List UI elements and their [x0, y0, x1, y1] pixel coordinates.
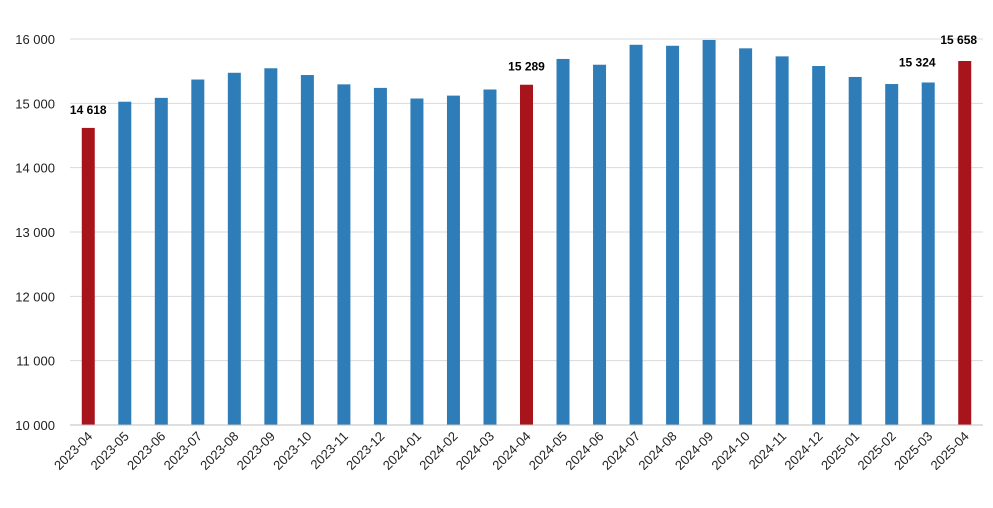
- x-tick-label: 2024-04: [489, 429, 533, 473]
- data-label-2023-04: 14 618: [70, 103, 107, 117]
- y-tick-label: 14 000: [15, 161, 55, 176]
- x-tick-label: 2024-09: [672, 429, 716, 473]
- bar-2023-07: [191, 79, 205, 425]
- bar-2024-11: [775, 56, 789, 426]
- y-tick-label: 15 000: [15, 96, 55, 111]
- x-tick-label: 2023-12: [343, 429, 387, 473]
- bars: [81, 39, 972, 426]
- bar-2025-04: [958, 61, 972, 425]
- x-tick-label: 2025-01: [818, 429, 862, 473]
- bar-2024-03: [483, 89, 497, 426]
- bar-2024-06: [593, 64, 607, 425]
- y-tick-label: 11 000: [16, 354, 55, 369]
- bar-2025-01: [848, 76, 862, 425]
- bar-2024-08: [666, 45, 680, 425]
- y-tick-label: 13 000: [15, 225, 55, 240]
- x-tick-label: 2024-01: [380, 429, 424, 473]
- bar-2023-08: [227, 72, 241, 426]
- x-tick-label: 2025-03: [891, 429, 935, 473]
- x-tick-label: 2024-02: [416, 429, 460, 473]
- y-axis-ticks: 10 000 11 000 12 000 13 000 14 000 15 000 16 0…: [15, 32, 55, 433]
- bar-2024-12: [812, 66, 826, 426]
- x-tick-label: 2023-04: [51, 429, 95, 473]
- x-tick-label: 2024-10: [708, 429, 752, 473]
- x-tick-label: 2024-07: [599, 429, 643, 473]
- x-tick-label: 2025-02: [854, 429, 898, 473]
- bar-2025-02: [885, 84, 899, 426]
- bar-2023-04: [81, 127, 95, 426]
- x-tick-label: 2024-11: [746, 429, 790, 473]
- data-labels: 14 618 15 289 15 324 15 658: [70, 33, 978, 117]
- x-tick-label: 2023-05: [88, 429, 132, 473]
- x-tick-label: 2025-04: [928, 429, 972, 473]
- x-tick-label: 2023-10: [270, 429, 314, 473]
- x-tick-label: 2023-07: [161, 429, 205, 473]
- bar-2024-05: [556, 58, 570, 426]
- bar-2024-10: [739, 48, 753, 425]
- data-label-2025-04: 15 658: [940, 33, 977, 47]
- x-tick-label: 2024-08: [635, 429, 679, 473]
- y-tick-label: 16 000: [15, 32, 55, 47]
- bar-2023-06: [154, 97, 168, 426]
- bar-2023-12: [373, 87, 387, 425]
- bar-2023-11: [337, 84, 351, 425]
- y-tick-label: 12 000: [15, 289, 55, 304]
- bar-2024-07: [629, 44, 643, 425]
- x-tick-label: 2023-09: [234, 429, 278, 473]
- x-tick-label: 2024-03: [453, 429, 497, 473]
- bar-2024-04: [520, 84, 533, 425]
- x-tick-label: 2023-06: [124, 429, 168, 473]
- bar-2024-09: [702, 39, 716, 426]
- bar-2024-02: [446, 95, 460, 425]
- data-label-2025-03: 15 324: [899, 55, 936, 69]
- y-tick-label: 10 000: [15, 418, 55, 433]
- bar-2023-05: [118, 101, 132, 425]
- bar-2023-09: [264, 68, 278, 425]
- data-label-2024-04: 15 289: [508, 60, 545, 74]
- x-axis-ticks: 2023-042023-052023-062023-072023-082023-…: [51, 429, 972, 473]
- x-tick-label: 2024-05: [526, 429, 570, 473]
- bar-2024-01: [410, 98, 424, 425]
- bar-2023-10: [300, 75, 314, 425]
- x-tick-label: 2024-06: [562, 429, 606, 473]
- bar-2025-03: [921, 82, 935, 426]
- x-tick-label: 2023-11: [307, 429, 351, 473]
- x-tick-label: 2024-12: [781, 429, 825, 473]
- x-tick-label: 2023-08: [197, 429, 241, 473]
